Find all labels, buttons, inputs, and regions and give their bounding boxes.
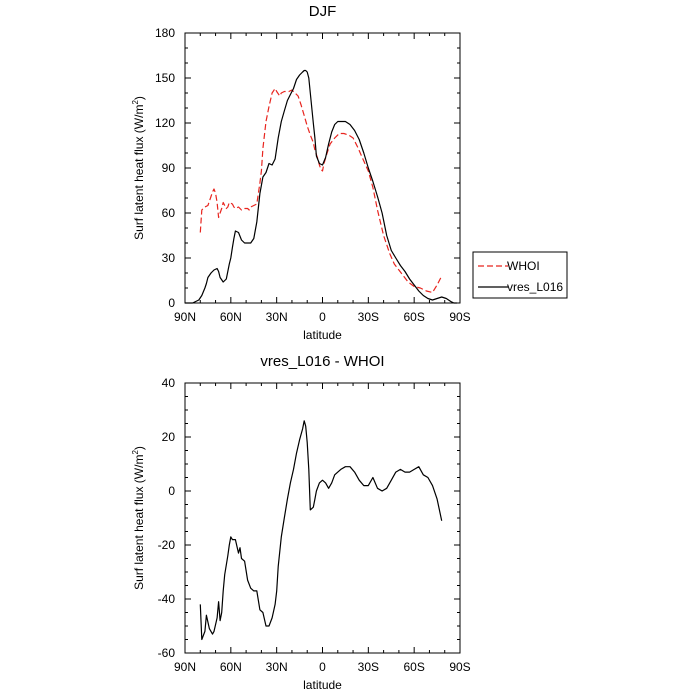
x-tick-label: 60S xyxy=(403,310,424,324)
x-tick-label: 30N xyxy=(266,660,288,674)
y-tick-label: -40 xyxy=(158,592,176,606)
y-tick-label: -20 xyxy=(158,538,176,552)
x-axis-title: latitude xyxy=(303,328,342,342)
x-tick-label: 90S xyxy=(449,310,470,324)
y-axis-title-sup: 2 xyxy=(131,100,140,105)
chart-title: vres_L016 - WHOI xyxy=(260,353,384,370)
y-tick-label: -60 xyxy=(158,646,176,660)
x-tick-label: 90S xyxy=(449,660,470,674)
x-tick-label: 60S xyxy=(403,660,424,674)
y-axis-title-close: ) xyxy=(132,96,146,100)
y-axis-title-main: Surf latent heat flux (W/m xyxy=(132,455,146,590)
chart-title: DJF xyxy=(309,3,337,20)
x-tick-label: 60N xyxy=(220,310,242,324)
x-axis-title: latitude xyxy=(303,678,342,692)
y-tick-label: 60 xyxy=(162,206,176,220)
y-axis-title-sup: 2 xyxy=(131,450,140,455)
y-tick-label: 90 xyxy=(162,161,176,175)
y-tick-label: 20 xyxy=(162,430,176,444)
series-line-whoi xyxy=(199,87,443,294)
y-tick-label: 30 xyxy=(162,251,176,265)
x-tick-label: 60N xyxy=(220,660,242,674)
y-axis-title-close: ) xyxy=(132,446,146,450)
y-axis-title: Surf latent heat flux (W/m2) xyxy=(131,446,146,590)
chart-1: DJF 90N 60N 30N 0 30S 60S 90S 0 30 60 90 120 150 180 la… xyxy=(131,3,568,342)
chart-2: vres_L016 - WHOI 90N 60N 30N 0 30S 60S 90S -60 -4… xyxy=(131,353,471,692)
series-line-vres-l016-whoi xyxy=(199,420,443,641)
x-tick-label: 0 xyxy=(319,660,326,674)
series-line-vres-l016 xyxy=(185,69,457,304)
x-tick-label: 90N xyxy=(174,310,196,324)
x-tick-label: 30N xyxy=(266,310,288,324)
y-tick-label: 0 xyxy=(168,484,175,498)
y-axis-title-main: Surf latent heat flux (W/m xyxy=(132,105,146,240)
y-axis-title: Surf latent heat flux (W/m2) xyxy=(131,96,146,240)
y-tick-label: 40 xyxy=(162,376,176,390)
legend-label: vres_L016 xyxy=(507,280,563,294)
legend-box xyxy=(472,251,568,299)
x-tick-label: 90N xyxy=(174,660,196,674)
y-tick-label: 150 xyxy=(155,71,175,85)
x-tick-label: 0 xyxy=(319,310,326,324)
legend: WHOI vres_L016 xyxy=(472,251,568,299)
y-tick-label: 0 xyxy=(168,296,175,310)
y-tick-label: 180 xyxy=(155,26,175,40)
legend-label: WHOI xyxy=(507,259,540,273)
x-tick-label: 30S xyxy=(358,310,379,324)
x-tick-label: 30S xyxy=(358,660,379,674)
y-tick-label: 120 xyxy=(155,116,175,130)
plot-frame xyxy=(184,382,461,654)
